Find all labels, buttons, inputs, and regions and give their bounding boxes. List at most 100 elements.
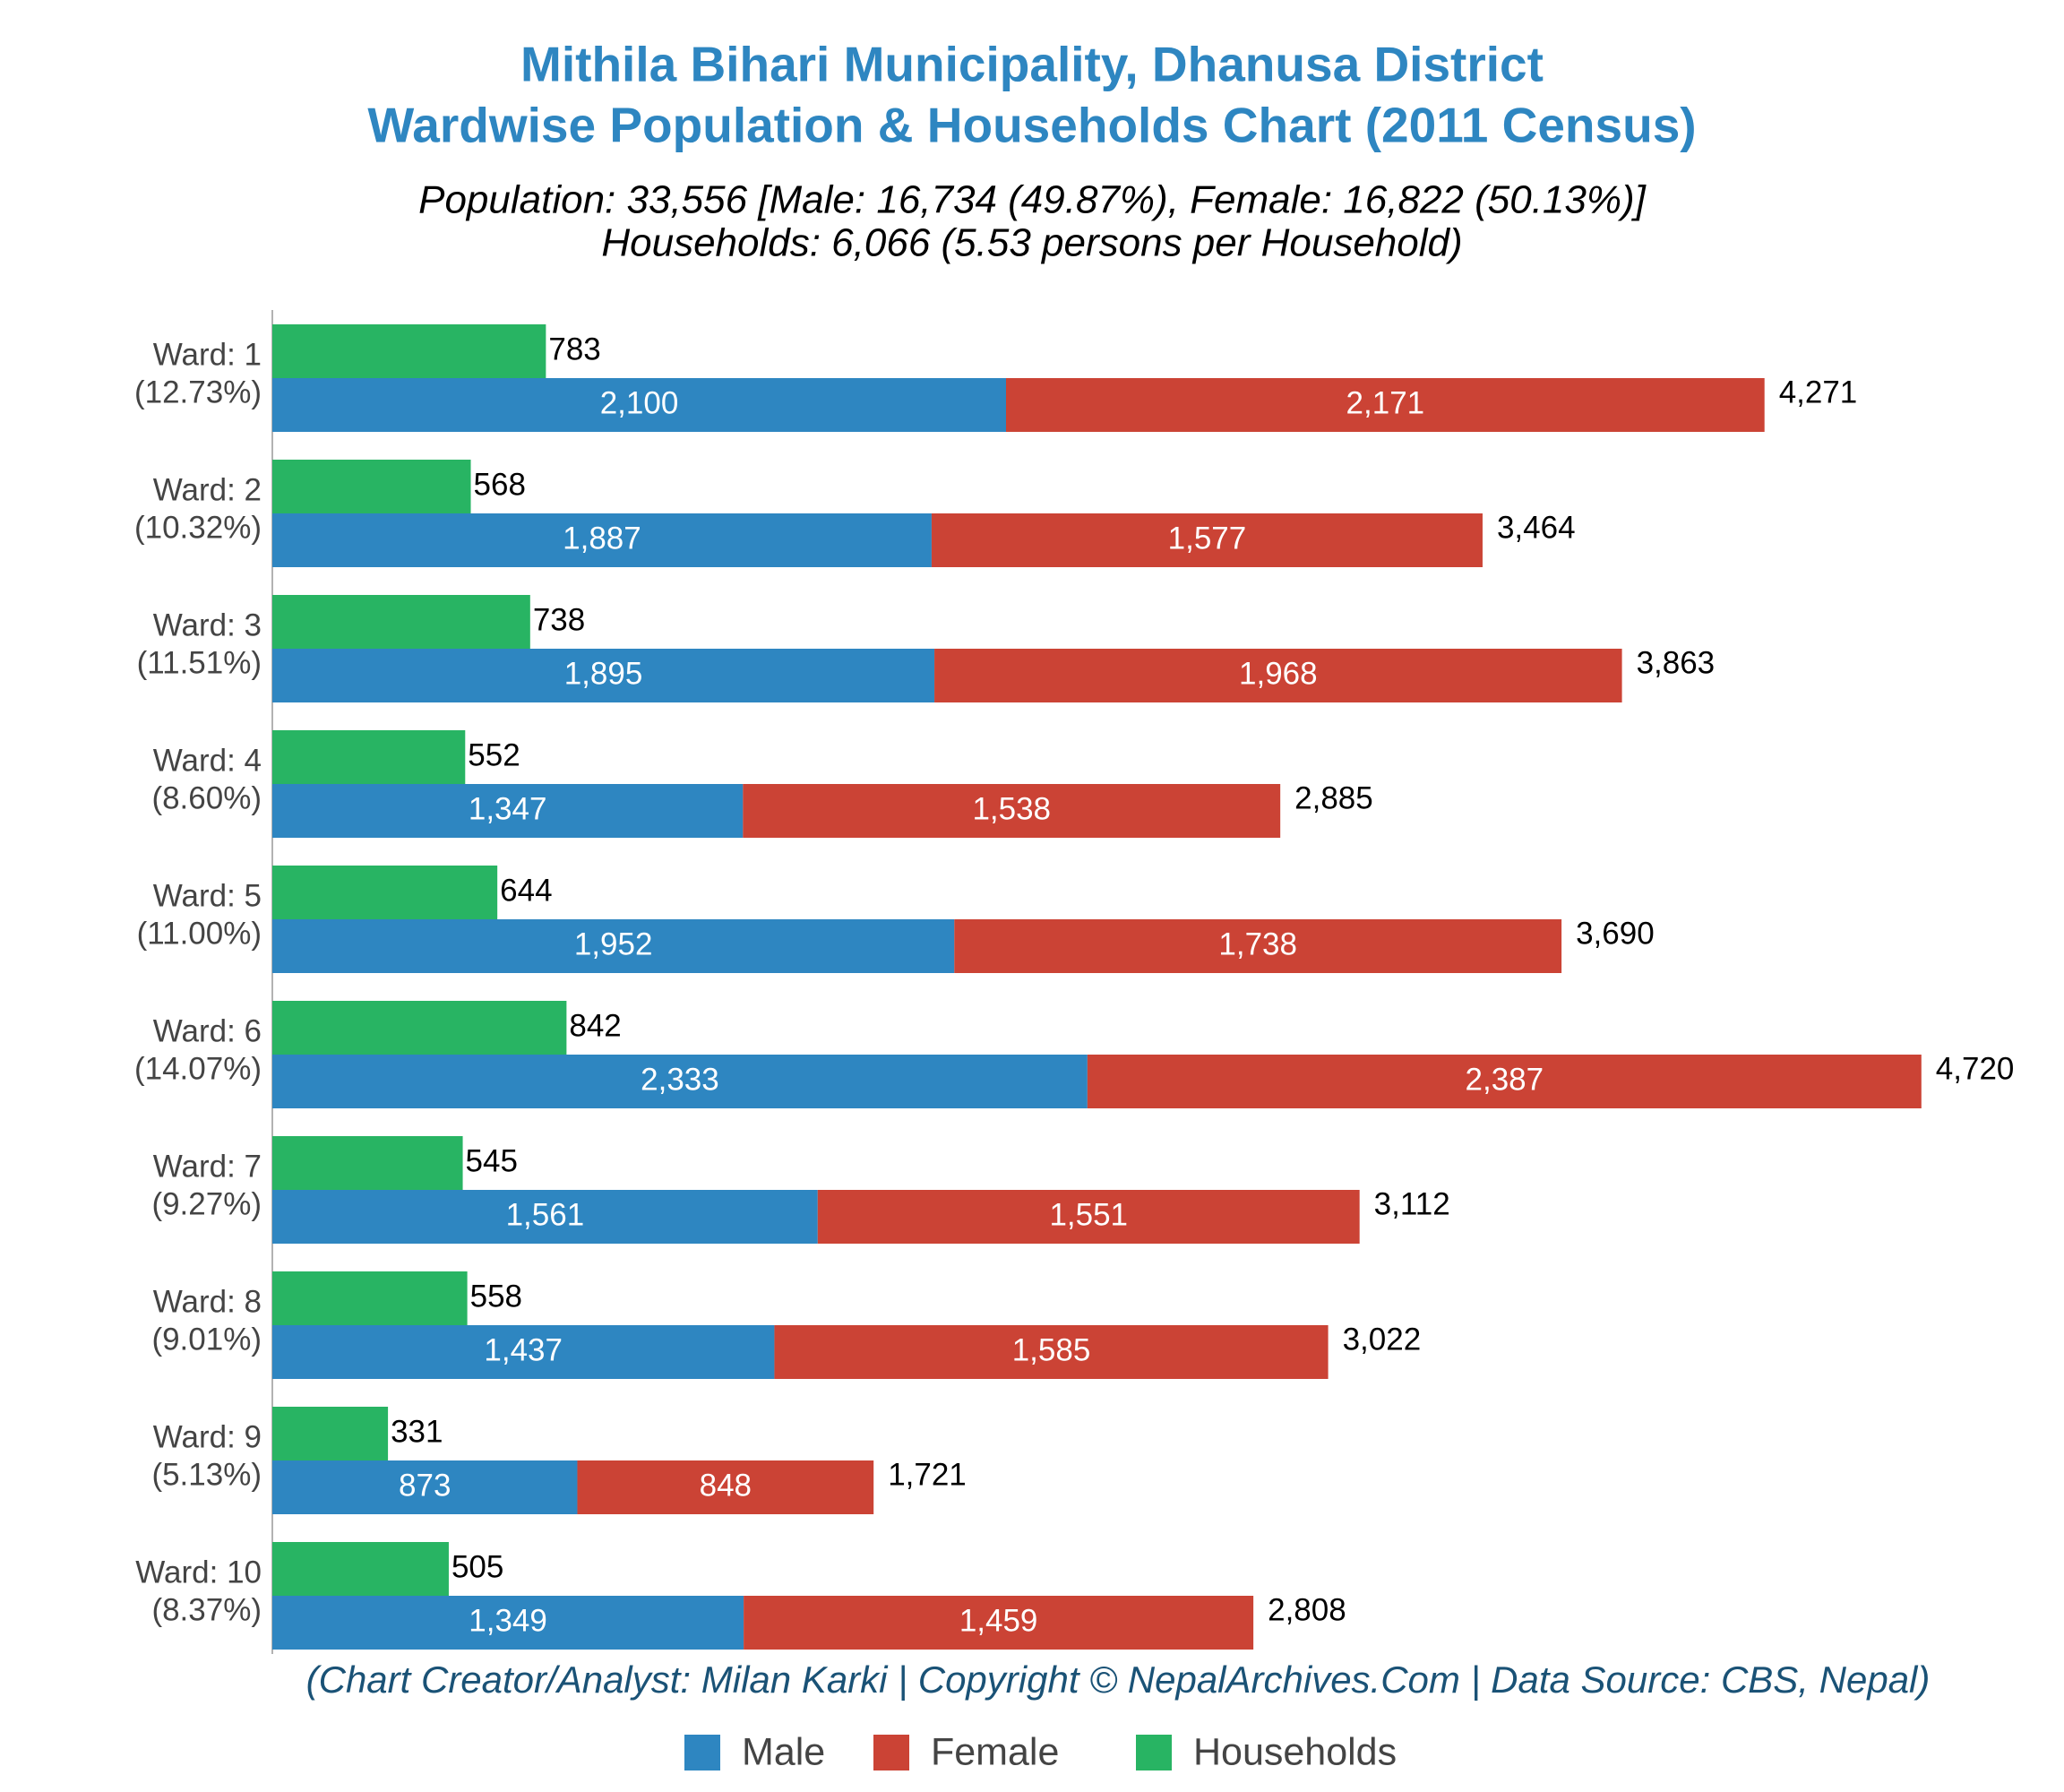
chart-title: Wardwise Population & Households Chart (…	[367, 98, 1696, 153]
data-label: 2,100	[600, 385, 679, 420]
bar	[272, 1190, 818, 1244]
data-label: 1,968	[1239, 656, 1318, 691]
bar	[272, 866, 498, 919]
credit: (Chart Creator/Analyst: Milan Karki | Co…	[306, 1658, 1931, 1702]
data-label: 1,952	[574, 926, 653, 961]
data-label: 1,347	[469, 791, 547, 826]
bar	[1006, 378, 1765, 432]
total-label: 2,808	[1268, 1592, 1346, 1627]
data-label: 1,459	[959, 1603, 1038, 1638]
y-tick-label: (8.37%)	[151, 1592, 262, 1627]
data-label: 568	[474, 467, 526, 502]
bar	[954, 919, 1562, 973]
y-tick-label: Ward: 2	[153, 472, 262, 507]
data-label: 1,577	[1168, 521, 1247, 556]
total-label: 3,112	[1374, 1186, 1450, 1221]
y-tick-label: (10.32%)	[134, 510, 262, 545]
data-label: 1,738	[1218, 926, 1297, 961]
bar	[272, 1460, 578, 1514]
y-tick-label: (9.01%)	[151, 1322, 262, 1357]
bar	[272, 919, 955, 973]
y-tick-label: (11.00%)	[137, 916, 262, 951]
data-label: 1,895	[564, 656, 643, 691]
total-label: 3,022	[1343, 1322, 1422, 1357]
data-label: 1,349	[469, 1603, 547, 1638]
data-label: 1,585	[1012, 1332, 1091, 1367]
total-label: 4,271	[1779, 375, 1858, 409]
bar	[774, 1325, 1329, 1379]
data-label: 2,333	[641, 1062, 719, 1097]
bar	[272, 649, 935, 702]
legend-label: Female	[931, 1730, 1059, 1773]
data-label: 2,387	[1466, 1062, 1544, 1097]
y-tick-label: (5.13%)	[151, 1457, 262, 1492]
data-label: 738	[533, 602, 585, 637]
y-tick-label: Ward: 3	[153, 607, 262, 642]
bar	[272, 1407, 389, 1460]
chart-subtitle: Households: 6,066 (5.53 persons per Hous…	[601, 221, 1462, 265]
bar	[272, 1001, 567, 1055]
data-label: 842	[569, 1008, 621, 1043]
bar	[272, 1542, 449, 1596]
data-label: 644	[500, 873, 552, 908]
bar	[272, 1325, 775, 1379]
total-label: 4,720	[1936, 1051, 2015, 1086]
total-label: 3,863	[1637, 645, 1716, 680]
y-tick-label: Ward: 4	[153, 743, 262, 778]
y-tick-label: Ward: 7	[153, 1149, 262, 1184]
legend-swatch	[873, 1735, 909, 1770]
bar	[931, 513, 1483, 567]
bar	[743, 784, 1281, 838]
bar	[272, 378, 1006, 432]
y-tick-label: (12.73%)	[134, 375, 262, 409]
bar	[272, 324, 546, 378]
legend-label: Households	[1193, 1730, 1397, 1773]
total-label: 3,464	[1497, 510, 1576, 545]
total-label: 2,885	[1294, 780, 1373, 815]
total-label: 3,690	[1576, 916, 1655, 951]
data-label: 552	[468, 737, 520, 772]
bar	[272, 730, 466, 784]
data-label: 1,538	[972, 791, 1051, 826]
y-tick-label: (8.60%)	[151, 780, 262, 815]
data-label: 505	[452, 1549, 503, 1584]
data-label: 1,551	[1049, 1197, 1128, 1232]
y-tick-label: Ward: 9	[153, 1419, 262, 1454]
chart-subtitle: Population: 33,556 [Male: 16,734 (49.87%…	[418, 178, 1647, 222]
y-tick-label: (9.27%)	[151, 1186, 262, 1221]
bar	[1087, 1055, 1922, 1108]
legend-swatch	[1136, 1735, 1172, 1770]
y-tick-label: Ward: 10	[135, 1555, 262, 1590]
bar	[272, 1136, 463, 1190]
y-tick-label: (11.51%)	[137, 645, 262, 680]
chart-title: Mithila Bihari Municipality, Dhanusa Dis…	[520, 37, 1544, 92]
bar	[577, 1460, 874, 1514]
bar	[272, 513, 932, 567]
bar	[272, 1055, 1088, 1108]
data-label: 848	[700, 1468, 752, 1503]
bar	[272, 460, 471, 513]
legend-label: Male	[742, 1730, 825, 1773]
data-label: 783	[548, 332, 600, 366]
legend-swatch	[684, 1735, 720, 1770]
y-tick-label: Ward: 5	[153, 878, 262, 913]
bar	[272, 784, 744, 838]
bar	[272, 1596, 744, 1650]
total-label: 1,721	[888, 1457, 967, 1492]
data-label: 1,561	[506, 1197, 585, 1232]
bar	[934, 649, 1622, 702]
data-label: 545	[466, 1143, 518, 1178]
y-tick-label: Ward: 1	[153, 337, 262, 372]
data-label: 1,437	[484, 1332, 563, 1367]
bar	[744, 1596, 1254, 1650]
bar	[272, 1271, 468, 1325]
y-tick-label: Ward: 6	[153, 1013, 262, 1048]
y-tick-label: (14.07%)	[134, 1051, 262, 1086]
bar	[817, 1190, 1360, 1244]
data-label: 558	[470, 1279, 522, 1314]
bar	[272, 595, 530, 649]
data-label: 2,171	[1346, 385, 1425, 420]
data-label: 331	[391, 1414, 443, 1449]
y-tick-label: Ward: 8	[153, 1284, 262, 1319]
